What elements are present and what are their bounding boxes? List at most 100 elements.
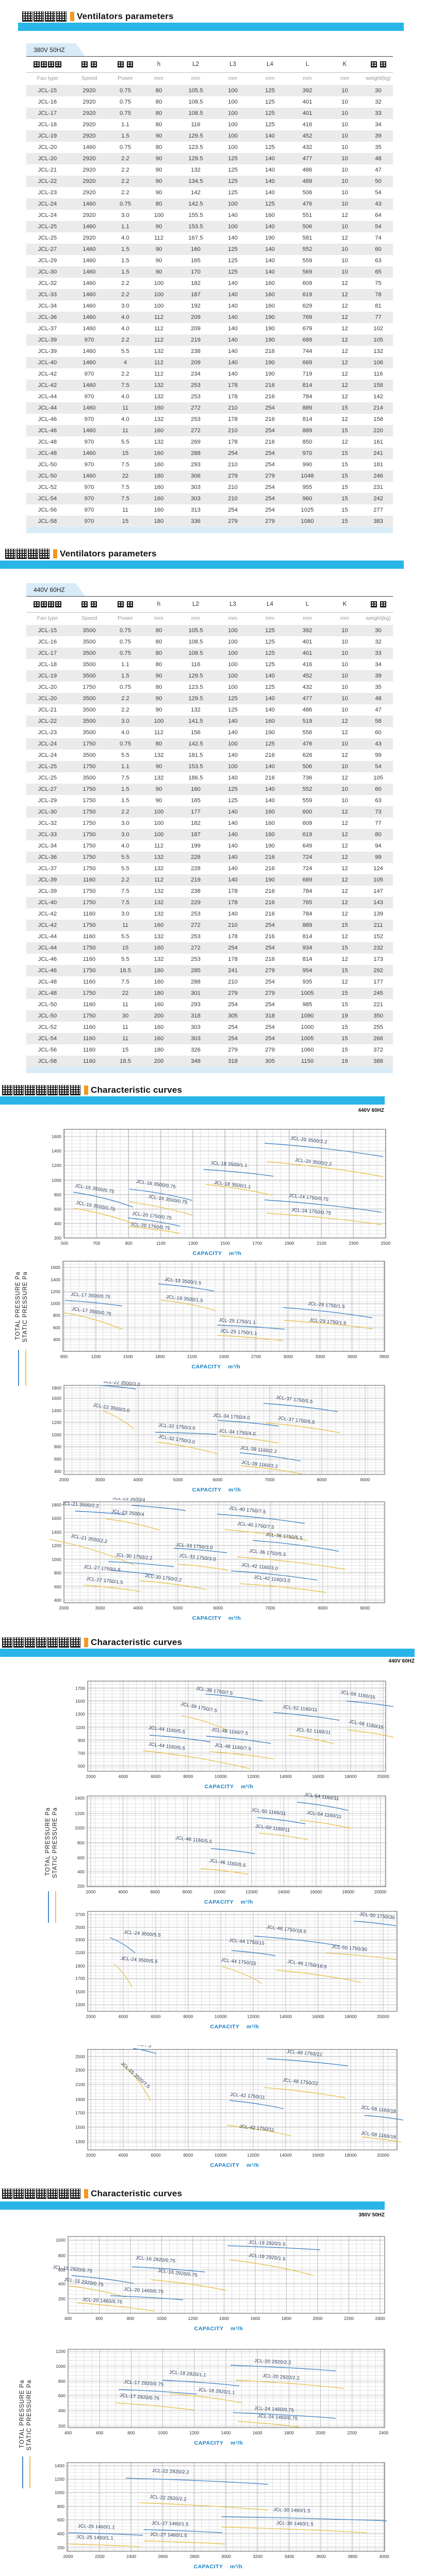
svg-text:JCL-44 1750/15: JCL-44 1750/15: [229, 1938, 265, 1946]
svg-text:20000: 20000: [377, 2014, 389, 2019]
svg-text:7000: 7000: [265, 1477, 275, 1482]
svg-text:JCL-48 1160/7.5: JCL-48 1160/7.5: [215, 1742, 252, 1751]
svg-text:20000: 20000: [377, 2153, 389, 2158]
svg-text:1500: 1500: [75, 1699, 85, 1704]
svg-text:2300: 2300: [349, 1241, 358, 1246]
svg-text:JCL-56 1160/15: JCL-56 1160/15: [349, 1719, 384, 1730]
svg-text:600: 600: [95, 2316, 103, 2321]
svg-text:JCL-50 1160/11: JCL-50 1160/11: [255, 1823, 290, 1833]
svg-text:600: 600: [57, 2517, 64, 2522]
svg-text:2000: 2000: [313, 2316, 323, 2321]
svg-text:3200: 3200: [253, 2554, 262, 2559]
svg-text:JCL-18 3500/1.1: JCL-18 3500/1.1: [210, 1160, 248, 1168]
svg-text:JCL-21 3500/2.2: JCL-21 3500/2.2: [71, 1533, 108, 1544]
svg-text:1700: 1700: [75, 2110, 85, 2115]
svg-text:16000: 16000: [310, 1889, 322, 1894]
svg-text:400: 400: [54, 1221, 61, 1226]
svg-text:1300: 1300: [75, 2002, 85, 2007]
svg-text:1000: 1000: [56, 2364, 65, 2369]
svg-text:JCL-27 1460/1.5: JCL-27 1460/1.5: [152, 2520, 189, 2527]
svg-text:JCL-22 2920/2.2: JCL-22 2920/2.2: [150, 2494, 187, 2502]
svg-text:JCL-29 1750/1.5: JCL-29 1750/1.5: [309, 1317, 347, 1326]
svg-text:200: 200: [58, 2424, 65, 2429]
svg-text:JCL-56 1160/15: JCL-56 1160/15: [340, 1689, 376, 1700]
svg-text:400: 400: [77, 1869, 85, 1874]
svg-text:1700: 1700: [252, 1241, 262, 1246]
svg-text:800: 800: [127, 2316, 134, 2321]
svg-text:3600: 3600: [347, 1354, 357, 1359]
svg-text:JCL-52 1160/11: JCL-52 1160/11: [296, 1727, 331, 1735]
svg-text:JCL-22 2920/2.2: JCL-22 2920/2.2: [152, 2468, 189, 2475]
svg-text:CAPACITY m³/h: CAPACITY m³/h: [210, 2162, 259, 2168]
svg-text:1600: 1600: [52, 1516, 61, 1521]
svg-text:5000: 5000: [173, 1605, 183, 1611]
svg-text:2000: 2000: [86, 1774, 96, 1779]
svg-text:1800: 1800: [282, 2316, 291, 2321]
svg-text:1400: 1400: [221, 2430, 231, 2435]
svg-text:4000: 4000: [118, 1889, 128, 1894]
svg-text:JCL-30 1750/2.2: JCL-30 1750/2.2: [145, 1573, 182, 1583]
svg-text:1400: 1400: [51, 1277, 60, 1282]
svg-text:600: 600: [54, 1584, 61, 1589]
svg-text:CAPACITY m³/h: CAPACITY m³/h: [192, 1487, 241, 1493]
svg-text:JCL-34 1750/4.0: JCL-34 1750/4.0: [219, 1428, 256, 1436]
svg-text:1200: 1200: [75, 1811, 85, 1816]
svg-text:1400: 1400: [52, 1530, 61, 1535]
svg-text:JCL-42 1750/11: JCL-42 1750/11: [239, 2124, 275, 2132]
svg-text:4000: 4000: [119, 1774, 128, 1779]
svg-text:400: 400: [58, 2281, 65, 2286]
svg-text:CAPACITY m³/h: CAPACITY m³/h: [194, 2564, 243, 2570]
svg-text:3800: 3800: [348, 2554, 357, 2559]
svg-text:18000: 18000: [344, 2014, 357, 2019]
svg-text:3000: 3000: [95, 1605, 105, 1611]
svg-text:8000: 8000: [318, 1605, 328, 1611]
svg-text:JCL-34 1750/4.0: JCL-34 1750/4.0: [213, 1413, 250, 1420]
svg-text:2000: 2000: [316, 2430, 325, 2435]
svg-text:JCL-42 1160/3.0: JCL-42 1160/3.0: [241, 1562, 278, 1571]
svg-text:2300: 2300: [75, 1937, 85, 1942]
svg-text:9000: 9000: [360, 1477, 370, 1482]
svg-text:2500: 2500: [75, 2054, 85, 2059]
svg-text:JCL-46 1750/18.5: JCL-46 1750/18.5: [267, 1924, 307, 1934]
svg-text:2700: 2700: [75, 1912, 85, 1917]
svg-text:1800: 1800: [52, 1502, 61, 1507]
svg-text:14000: 14000: [279, 1774, 292, 1779]
svg-text:2600: 2600: [158, 2554, 168, 2559]
svg-text:2000: 2000: [86, 1889, 96, 1894]
svg-text:2400: 2400: [219, 1354, 229, 1359]
svg-text:1000: 1000: [52, 1557, 61, 1562]
svg-text:JCL-37 1750/5.5: JCL-37 1750/5.5: [278, 1415, 315, 1425]
svg-text:JCL-48 1750/22: JCL-48 1750/22: [283, 2077, 319, 2086]
svg-text:12000: 12000: [247, 2153, 259, 2158]
svg-text:7000: 7000: [266, 1605, 275, 1611]
svg-text:CAPACITY m³/h: CAPACITY m³/h: [192, 1364, 241, 1370]
svg-text:CAPACITY m³/h: CAPACITY m³/h: [204, 1899, 253, 1905]
svg-text:400: 400: [53, 1337, 60, 1342]
svg-text:6000: 6000: [151, 2153, 161, 2158]
svg-text:3000: 3000: [283, 1354, 293, 1359]
svg-text:1600: 1600: [251, 2316, 260, 2321]
svg-text:JCL-25 1460/1.1: JCL-25 1460/1.1: [76, 2534, 113, 2540]
svg-text:JCL-24 1460/0.75: JCL-24 1460/0.75: [254, 2405, 294, 2413]
svg-text:5000: 5000: [173, 1477, 183, 1482]
svg-text:14000: 14000: [278, 1889, 290, 1894]
svg-text:14000: 14000: [279, 2153, 292, 2158]
svg-text:1600: 1600: [253, 2430, 262, 2435]
svg-text:JCL-25 1460/1.1: JCL-25 1460/1.1: [78, 2523, 115, 2530]
svg-text:1200: 1200: [52, 1420, 61, 1425]
svg-text:8000: 8000: [184, 1774, 193, 1779]
svg-text:4000: 4000: [134, 1477, 143, 1482]
svg-text:JCL-17 2920/0.75: JCL-17 2920/0.75: [124, 2379, 164, 2387]
svg-text:JCL-20 1460/0.75: JCL-20 1460/0.75: [124, 2286, 164, 2294]
svg-text:1000: 1000: [52, 1178, 61, 1183]
svg-text:2100: 2100: [317, 1241, 326, 1246]
svg-text:500: 500: [61, 1241, 68, 1246]
svg-text:800: 800: [54, 1570, 61, 1575]
svg-text:400: 400: [58, 2408, 65, 2413]
svg-text:600: 600: [77, 1855, 85, 1860]
svg-text:200: 200: [54, 1235, 61, 1241]
svg-text:2700: 2700: [251, 1354, 261, 1359]
svg-text:CAPACITY m³/h: CAPACITY m³/h: [210, 2024, 259, 2030]
svg-text:1300: 1300: [75, 2139, 85, 2144]
svg-text:JCL-18 2920/1.1: JCL-18 2920/1.1: [169, 2369, 206, 2378]
